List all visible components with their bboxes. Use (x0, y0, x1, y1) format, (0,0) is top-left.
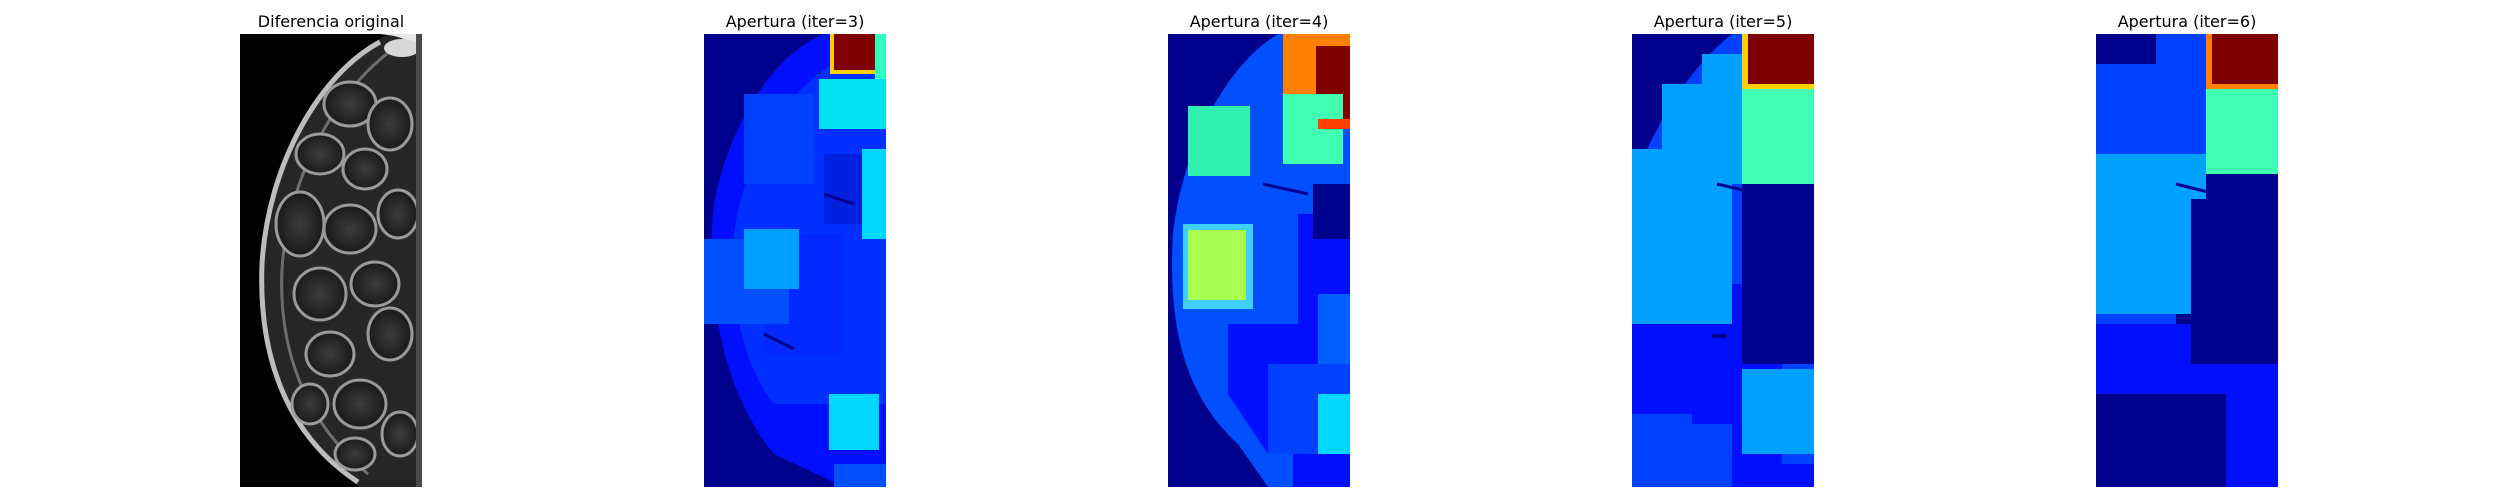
jet-image (1168, 34, 1350, 487)
panel-iter-5: Apertura (iter=5) (1632, 0, 1814, 500)
panel-iter-3: Apertura (iter=3) (704, 0, 886, 500)
panel-iter-6: Apertura (iter=6) (2096, 0, 2278, 500)
panel-title: Diferencia original (257, 12, 405, 31)
grayscale-image (240, 34, 422, 487)
jet-image (2096, 34, 2278, 487)
panel-title: Apertura (iter=3) (725, 12, 865, 31)
panel-original: Diferencia original (240, 0, 422, 500)
panel-title: Apertura (iter=5) (1653, 12, 1793, 31)
jet-image (704, 34, 886, 487)
jet-image (1632, 34, 1814, 487)
panel-title: Apertura (iter=6) (2117, 12, 2257, 31)
panel-iter-4: Apertura (iter=4) (1168, 0, 1350, 500)
panel-title: Apertura (iter=4) (1189, 12, 1329, 31)
